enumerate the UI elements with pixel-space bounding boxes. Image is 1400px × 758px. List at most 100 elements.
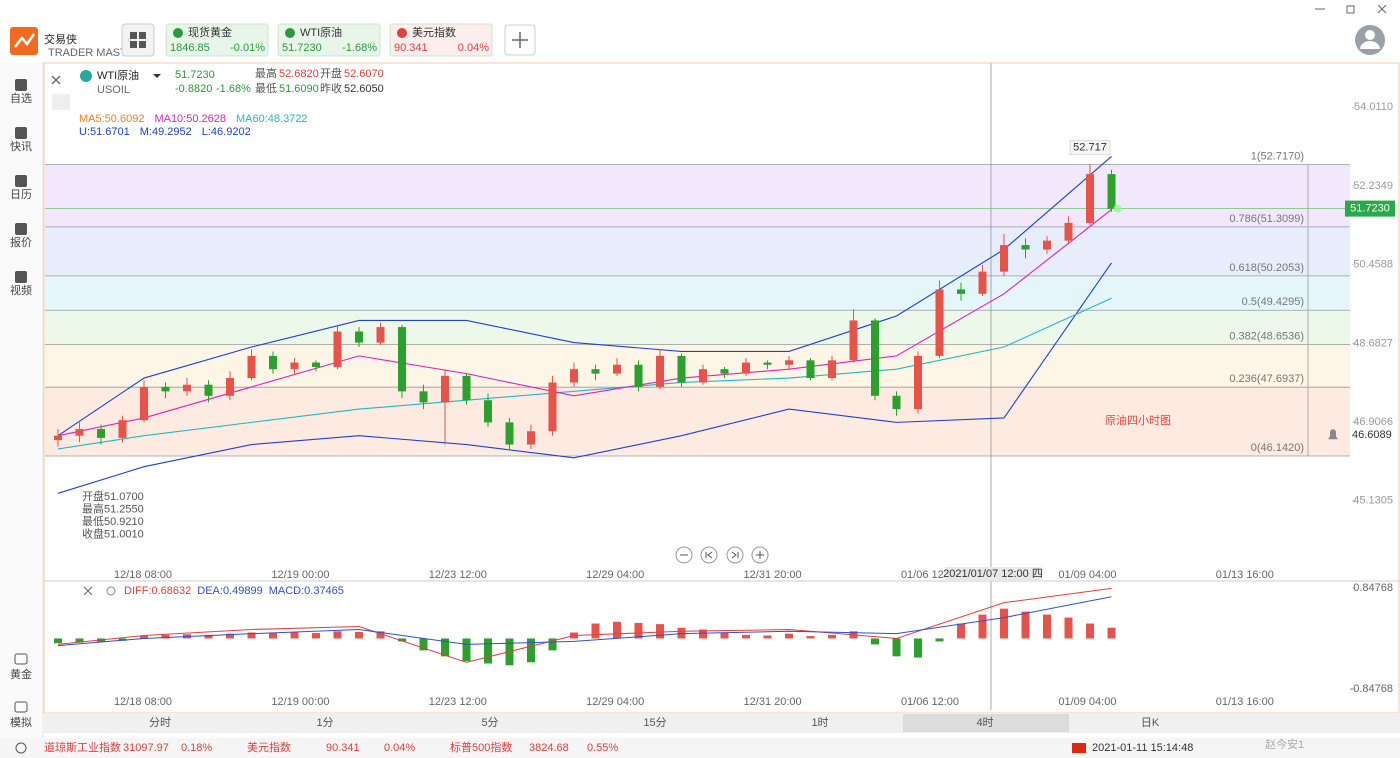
symbol-tab[interactable] <box>165 23 269 57</box>
ticker-name: 美元指数 <box>247 740 291 754</box>
y-tick-label: 46.9066 <box>1353 416 1393 428</box>
timeframe-tab[interactable]: 日K <box>1141 717 1160 729</box>
macd-bar <box>290 632 299 639</box>
macd-bar <box>527 638 535 663</box>
stat-value: 51.6090 <box>279 83 319 95</box>
tooltip-value: 51.2550 <box>104 503 144 515</box>
sidebar-icon[interactable] <box>14 653 28 665</box>
macd-bar <box>484 638 492 664</box>
layout-button[interactable] <box>121 23 155 57</box>
ticker-name: 道琼斯工业指数 <box>44 740 121 754</box>
tab-name: 美元指数 <box>412 25 456 39</box>
macd-bar <box>892 638 901 657</box>
timeframe-tab[interactable]: 1时 <box>811 716 828 729</box>
symbol-dropdown[interactable] <box>153 74 161 78</box>
y-tick-label: 45.1305 <box>1353 495 1393 507</box>
fib-label: 0.236(47.6937) <box>1229 373 1304 385</box>
sidebar-icon[interactable] <box>15 127 27 139</box>
sidebar-icon[interactable] <box>15 271 27 283</box>
tooltip-label: 开盘 <box>82 489 104 503</box>
tooltip-value: 51.0010 <box>104 528 144 540</box>
macd-bar <box>226 633 234 639</box>
sidebar-icon[interactable] <box>15 175 27 187</box>
fib-band <box>45 164 1350 227</box>
macd-bar <box>54 638 62 644</box>
candle-body <box>1021 245 1030 250</box>
fib-band <box>45 226 1350 276</box>
timeframe-tab[interactable]: 1分 <box>316 716 333 729</box>
sidebar <box>0 62 43 738</box>
indicator-legend: MA5:50.6092 <box>79 113 144 125</box>
close-chart[interactable] <box>51 75 61 85</box>
symbol-tab[interactable] <box>389 23 493 57</box>
macd-tick-label: -0.84768 <box>1350 683 1393 695</box>
timeframe-tab[interactable]: 分时 <box>149 716 171 729</box>
timeframe-tab[interactable]: 15分 <box>643 716 666 729</box>
expand-button[interactable] <box>52 94 70 110</box>
sidebar-icon[interactable] <box>14 701 28 713</box>
macd-legend: MACD:0.37465 <box>269 585 344 597</box>
sidebar-label: 快讯 <box>10 140 32 153</box>
timeframe-tab[interactable]: 5分 <box>481 716 498 729</box>
candle-body <box>54 435 62 441</box>
headset-icon[interactable] <box>15 742 27 754</box>
candle-body <box>140 386 148 421</box>
macd-bar <box>118 638 127 641</box>
indicator-legend: MA10:50.2628 <box>154 113 226 125</box>
macd-bar <box>75 638 84 643</box>
status-bar <box>0 738 1400 758</box>
scroll-right[interactable] <box>726 546 744 564</box>
x-tick-label: 12/18 08:00 <box>114 569 172 581</box>
macd-bar <box>1021 611 1030 639</box>
macd-bar <box>161 634 170 639</box>
candle-body <box>290 362 299 370</box>
y-tick-label: 48.6827 <box>1353 337 1393 349</box>
macd-bar <box>634 622 643 639</box>
ticker-price: 3824.68 <box>529 742 569 754</box>
symbol-tab[interactable] <box>277 23 381 57</box>
macd-settings[interactable] <box>106 586 116 596</box>
sidebar-icon[interactable] <box>15 223 27 235</box>
tab-price: 90.341 <box>394 42 428 54</box>
tab-icon <box>173 28 183 38</box>
symbol-code: USOIL <box>97 84 130 96</box>
watermark: 赵今安1 <box>1265 737 1304 751</box>
sidebar-label: 日历 <box>10 188 32 201</box>
flag-icon <box>1072 743 1086 753</box>
macd-bar <box>935 638 944 642</box>
sidebar-label: 视频 <box>10 283 32 297</box>
x-tick-label: 12/23 12:00 <box>429 696 487 708</box>
stat-value: 52.6820 <box>279 68 319 80</box>
close-macd[interactable] <box>83 586 93 596</box>
ticker-change: 0.18% <box>181 742 212 754</box>
candle-body <box>699 369 707 383</box>
alert-bell[interactable] <box>1328 429 1338 440</box>
fib-band <box>45 275 1350 311</box>
ticker-price: 90.341 <box>326 742 360 754</box>
candle-body <box>785 360 793 365</box>
last-price-dot <box>1113 204 1122 213</box>
candle-body <box>957 289 965 294</box>
macd-bar <box>1043 614 1051 639</box>
macd-bar <box>806 636 815 639</box>
logo-sub: TRADER MASTER <box>48 47 142 59</box>
candle-body <box>226 378 234 396</box>
timeframe-tab[interactable]: 4时 <box>976 716 993 729</box>
macd-bar <box>763 635 772 639</box>
x-tick-label: 12/31 20:00 <box>744 569 802 581</box>
macd-bar <box>677 627 686 639</box>
macd-bar <box>204 634 213 639</box>
tab-icon <box>285 28 295 38</box>
macd-bar <box>419 638 428 651</box>
scroll-left[interactable] <box>700 546 718 564</box>
window-controls[interactable] <box>1315 4 1387 14</box>
stat-label: 开盘 <box>320 66 342 80</box>
macd-bar <box>871 638 879 645</box>
fib-label: 0.382(48.6536) <box>1229 331 1304 343</box>
candle-body <box>763 362 772 365</box>
high-box <box>1069 140 1111 156</box>
candle-body <box>1086 174 1094 223</box>
sidebar-icon[interactable] <box>15 79 27 91</box>
